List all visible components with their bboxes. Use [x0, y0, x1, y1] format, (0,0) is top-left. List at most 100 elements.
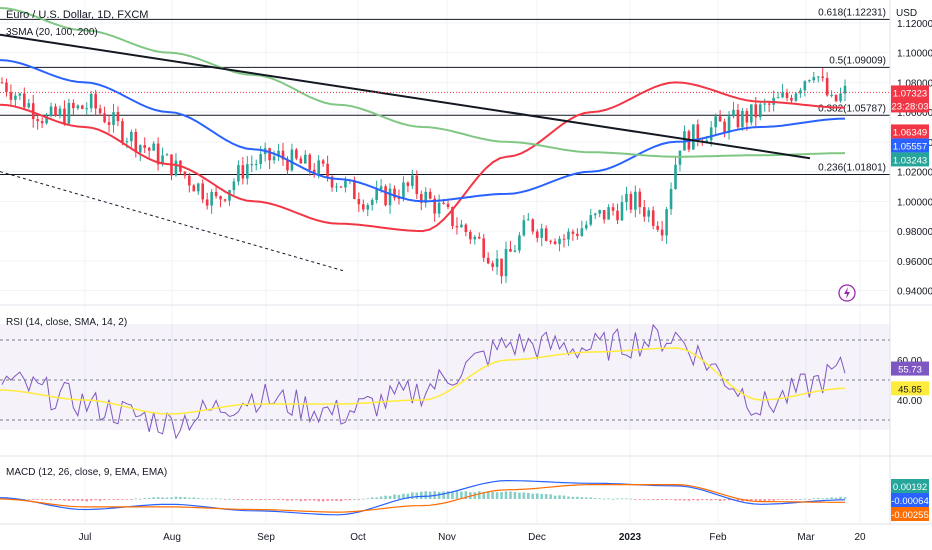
- candle[interactable]: [665, 207, 668, 244]
- candle[interactable]: [736, 103, 740, 130]
- candle[interactable]: [98, 104, 102, 116]
- candle[interactable]: [549, 239, 552, 245]
- candle[interactable]: [598, 209, 601, 218]
- macd-line[interactable]: [0, 479, 846, 516]
- candle[interactable]: [464, 223, 468, 237]
- candle[interactable]: [629, 191, 633, 214]
- candle[interactable]: [518, 232, 521, 254]
- candle[interactable]: [152, 141, 155, 151]
- candle[interactable]: [116, 106, 120, 127]
- candle[interactable]: [482, 234, 486, 262]
- candle[interactable]: [196, 182, 200, 195]
- candle[interactable]: [246, 156, 249, 185]
- candle[interactable]: [638, 188, 642, 215]
- candle[interactable]: [750, 104, 753, 126]
- candle[interactable]: [295, 148, 298, 161]
- candle[interactable]: [477, 232, 481, 240]
- candle[interactable]: [562, 234, 566, 248]
- candle[interactable]: [576, 228, 579, 240]
- candle[interactable]: [585, 220, 588, 231]
- candle[interactable]: [18, 92, 22, 101]
- sma100-line[interactable]: [0, 59, 846, 203]
- candle[interactable]: [571, 229, 575, 241]
- sma20-line[interactable]: [0, 81, 846, 233]
- candle[interactable]: [103, 106, 106, 124]
- candle[interactable]: [821, 68, 824, 82]
- candle[interactable]: [241, 157, 245, 185]
- candle[interactable]: [232, 178, 236, 195]
- candle[interactable]: [353, 176, 356, 200]
- candle[interactable]: [616, 203, 619, 225]
- candle[interactable]: [424, 187, 428, 208]
- candle[interactable]: [94, 89, 97, 116]
- candle[interactable]: [428, 188, 432, 200]
- candle[interactable]: [593, 212, 597, 220]
- candle[interactable]: [553, 238, 557, 245]
- candle[interactable]: [558, 235, 561, 252]
- candle[interactable]: [290, 143, 294, 172]
- candle[interactable]: [843, 79, 847, 102]
- candle[interactable]: [192, 183, 196, 192]
- candle[interactable]: [522, 215, 526, 237]
- candle[interactable]: [370, 197, 374, 211]
- candle[interactable]: [143, 137, 147, 154]
- candle[interactable]: [504, 241, 508, 283]
- candle[interactable]: [794, 91, 798, 102]
- candle[interactable]: [674, 157, 677, 190]
- candle[interactable]: [509, 240, 512, 252]
- candle[interactable]: [40, 117, 44, 129]
- candle[interactable]: [384, 184, 387, 207]
- candle[interactable]: [223, 198, 227, 203]
- candle[interactable]: [799, 87, 802, 98]
- candle[interactable]: [634, 185, 637, 218]
- candle[interactable]: [839, 87, 842, 103]
- candle[interactable]: [723, 118, 726, 138]
- candle[interactable]: [130, 129, 133, 150]
- indicator-legend[interactable]: 3SMA (20, 100, 200): [6, 27, 98, 38]
- candle[interactable]: [27, 98, 31, 109]
- candle[interactable]: [361, 199, 365, 213]
- candle[interactable]: [411, 170, 414, 189]
- candle[interactable]: [299, 155, 303, 164]
- candle[interactable]: [214, 186, 218, 199]
- candle[interactable]: [277, 143, 280, 161]
- candle[interactable]: [535, 229, 539, 243]
- candle[interactable]: [540, 223, 543, 247]
- candle[interactable]: [531, 218, 535, 235]
- candle[interactable]: [433, 195, 436, 222]
- candle[interactable]: [107, 115, 111, 133]
- candle[interactable]: [808, 79, 811, 83]
- candle[interactable]: [9, 84, 13, 106]
- lightning-icon[interactable]: [838, 284, 856, 302]
- candle[interactable]: [31, 94, 35, 128]
- candle[interactable]: [830, 90, 833, 98]
- candle[interactable]: [85, 102, 89, 115]
- candle[interactable]: [714, 113, 717, 136]
- candle[interactable]: [201, 179, 205, 204]
- candle[interactable]: [834, 94, 838, 103]
- candle[interactable]: [669, 182, 673, 215]
- candle[interactable]: [500, 258, 503, 284]
- candle[interactable]: [692, 124, 695, 150]
- trendline-upper[interactable]: [0, 33, 811, 160]
- candle[interactable]: [72, 99, 75, 115]
- rsi-ma-line[interactable]: [0, 347, 846, 415]
- candle[interactable]: [183, 171, 187, 179]
- candle[interactable]: [455, 217, 459, 235]
- candle[interactable]: [366, 202, 370, 217]
- candle[interactable]: [527, 213, 530, 221]
- candle[interactable]: [250, 155, 254, 173]
- candle[interactable]: [188, 172, 191, 193]
- candle[interactable]: [790, 94, 793, 103]
- candle[interactable]: [469, 229, 472, 244]
- candle[interactable]: [14, 93, 17, 107]
- candle[interactable]: [393, 185, 396, 201]
- candle[interactable]: [495, 250, 499, 275]
- candle[interactable]: [642, 199, 646, 222]
- candle[interactable]: [45, 112, 48, 125]
- candle[interactable]: [402, 176, 405, 202]
- candle[interactable]: [656, 221, 659, 232]
- candle[interactable]: [460, 219, 463, 228]
- candle[interactable]: [825, 72, 829, 97]
- candle[interactable]: [589, 208, 593, 227]
